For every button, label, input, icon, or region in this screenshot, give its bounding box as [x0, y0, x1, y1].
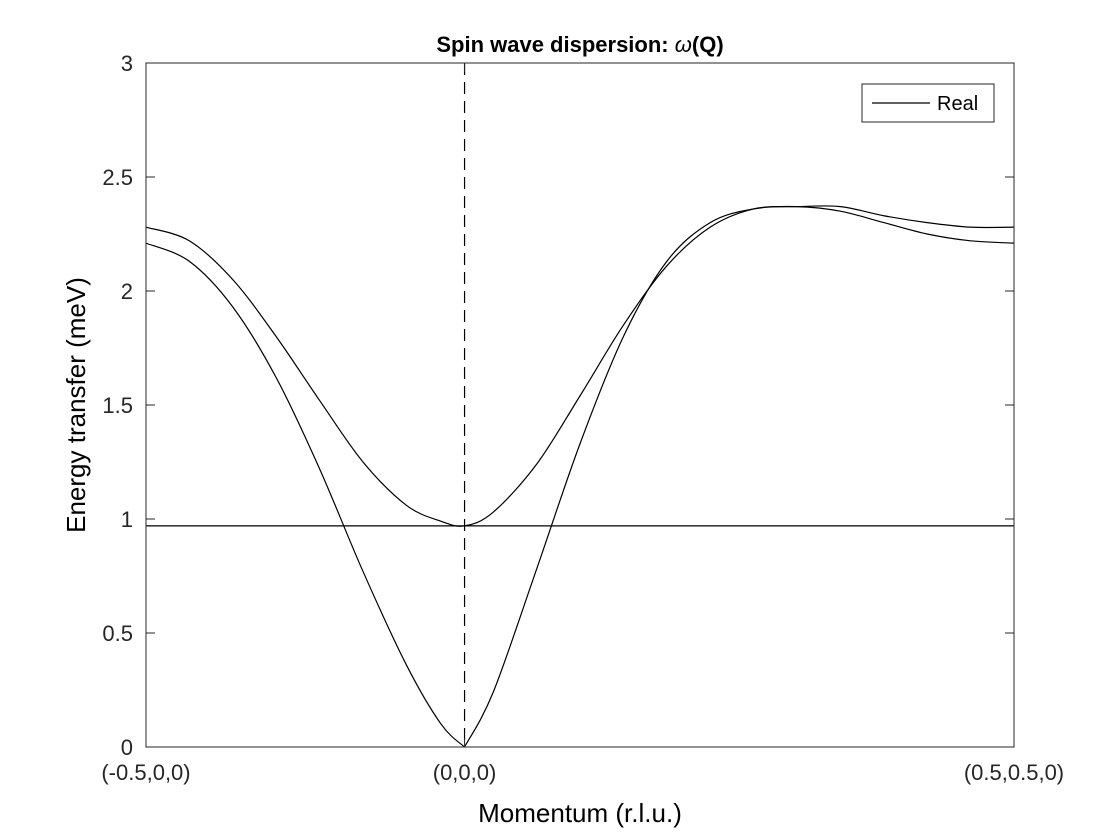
y-axis-label: Energy transfer (meV)	[61, 277, 91, 533]
x-tick-label: (0,0,0)	[433, 760, 497, 785]
x-axis-label: Momentum (r.l.u.)	[478, 798, 682, 828]
y-tick-label: 2	[121, 279, 133, 304]
series-2-line	[145, 205, 1015, 527]
y-tick-label: 3	[121, 51, 133, 76]
x-tick-label: (0.5,0.5,0)	[964, 760, 1064, 785]
chart-title: Spin wave dispersion: ω(Q)	[436, 32, 723, 57]
x-tick-label: (-0.5,0,0)	[101, 760, 190, 785]
axes-box	[145, 62, 1015, 748]
y-tick-label: 1.5	[102, 393, 133, 418]
y-tick-label: 1	[121, 507, 133, 532]
legend: Real	[861, 83, 995, 123]
legend-label-real: Real	[937, 93, 978, 115]
series-1-line	[145, 205, 1015, 748]
y-tick-label: 0	[121, 735, 133, 760]
y-tick-label: 2.5	[102, 165, 133, 190]
plot-area: 0 0.5 1 1.5 2 2.5 3 (-0.5,0,0) (0,0,0) (0.5,0.5,0…	[101, 51, 1064, 785]
y-tick-label: 0.5	[102, 621, 133, 646]
